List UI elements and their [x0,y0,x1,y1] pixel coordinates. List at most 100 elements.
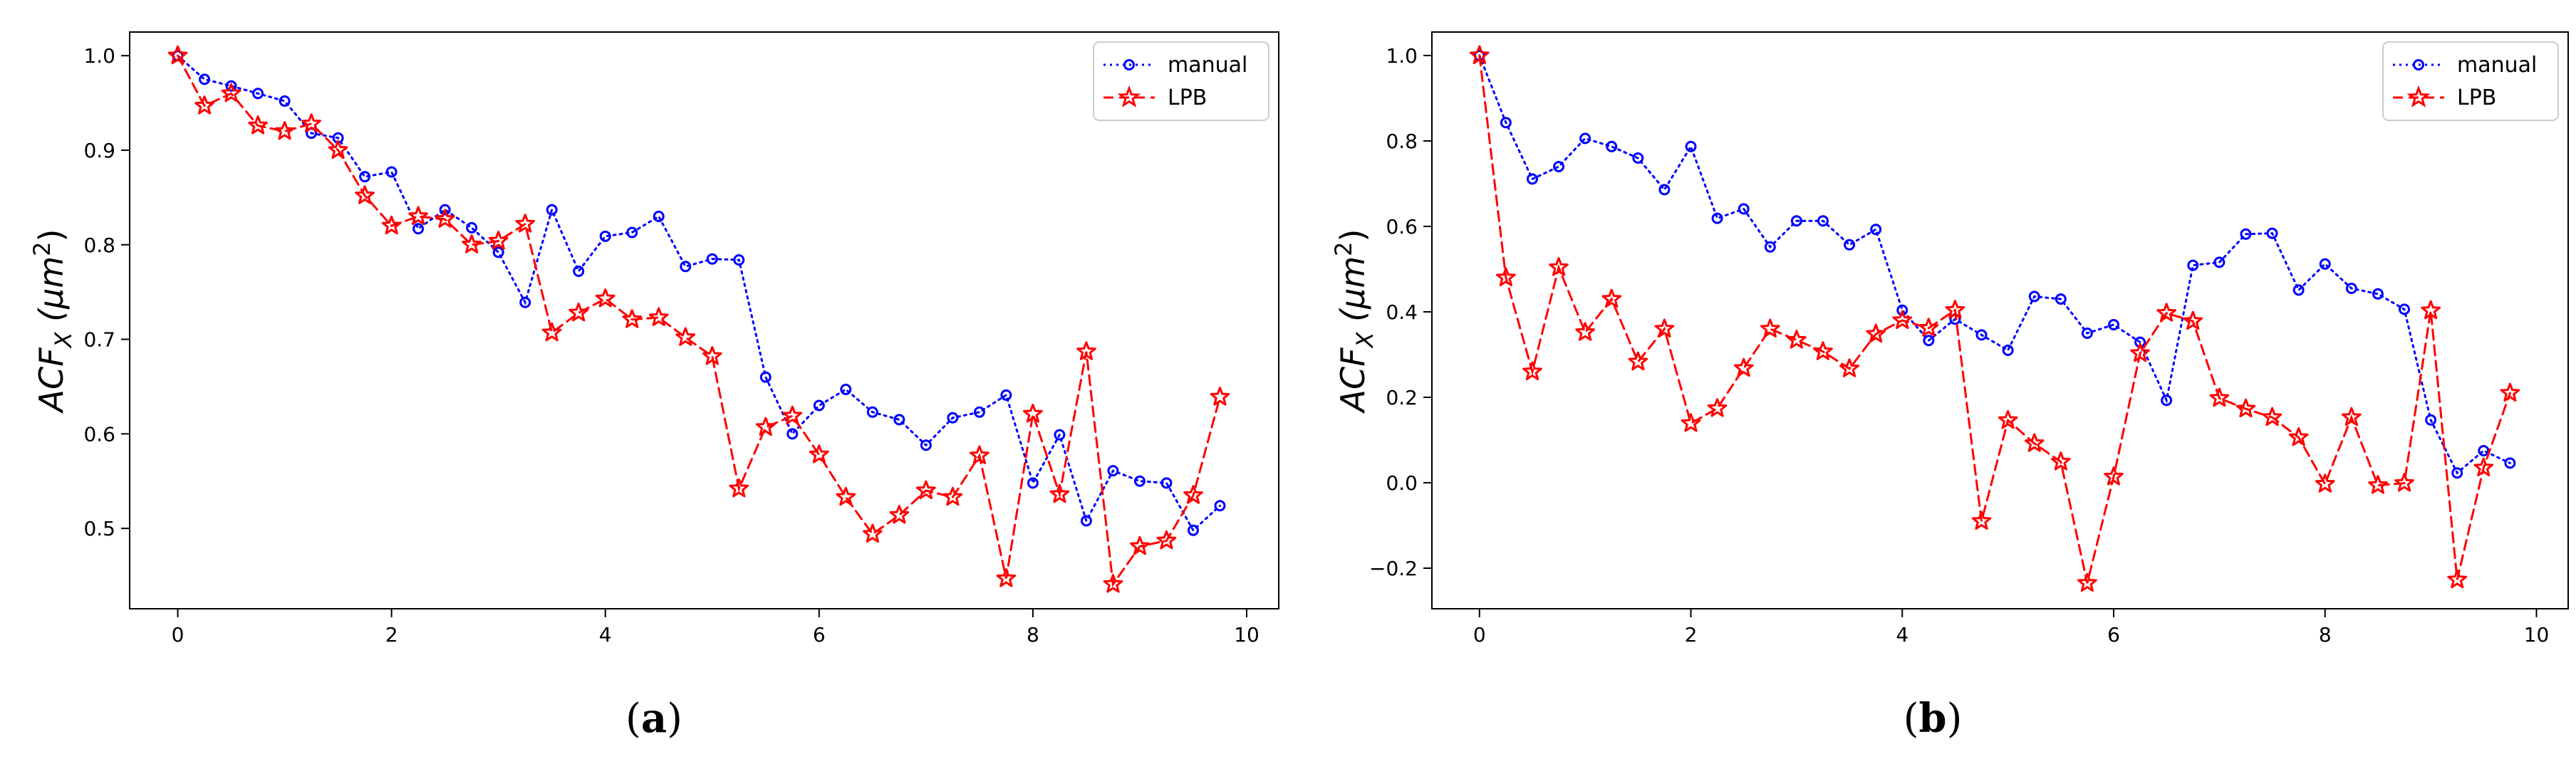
data-point-lpb [1469,45,1490,64]
y-tick-label: 0.6 [1386,215,1418,239]
data-point-lpb [2447,569,2468,589]
data-point-lpb [1787,330,1807,349]
data-point-lpb [2288,426,2309,446]
data-point-manual [1764,241,1776,253]
data-point-manual [840,383,852,395]
data-point-lpb [1628,351,1648,371]
data-point-lpb [2104,466,2124,486]
data-point-lpb [1103,574,1123,593]
y-tick-label: 0.6 [83,422,115,446]
data-point-manual [2345,283,2357,294]
data-point-lpb [408,206,428,225]
panel-label: (b) [1904,695,1963,742]
data-point-lpb [782,405,803,425]
data-point-manual [1579,132,1591,145]
x-tick-label: 2 [385,623,398,647]
x-tick-label: 4 [599,623,612,647]
data-point-manual [2028,290,2040,303]
series-line-lpb [1478,54,2511,584]
data-point-lpb [996,568,1017,587]
data-point-manual [786,428,799,440]
data-point-lpb [1496,267,1516,286]
legend-marker-lpb [1117,85,1141,108]
data-point-lpb [1522,361,1542,380]
data-point-lpb [221,83,242,103]
data-point-lpb [1998,409,2018,429]
data-point-manual [1027,477,1039,489]
data-point-manual [706,253,718,265]
x-tick-label: 4 [1896,623,1908,647]
data-point-manual [1107,465,1119,477]
y-tick-label: 0.8 [83,234,115,257]
series-lpb [167,45,1230,593]
legend-marker-manual [2413,59,2424,70]
x-tick-label: 0 [1473,623,1486,647]
data-point-manual [1214,500,1226,512]
data-point-manual [1923,335,1935,347]
data-point-lpb [2473,457,2494,476]
data-point-lpb [1654,318,1675,337]
data-point-lpb [301,113,321,132]
data-point-lpb [2500,382,2520,402]
data-point-lpb [622,309,643,328]
data-point-lpb [863,523,883,543]
data-point-lpb [2421,300,2441,320]
data-point-manual [2213,256,2226,268]
data-point-manual [626,226,638,239]
y-tick-label: 0.7 [83,328,115,352]
legend-box [2382,41,2559,121]
data-point-lpb [809,444,829,464]
data-point-lpb [889,505,910,524]
data-point-manual [813,399,825,412]
data-point-lpb [942,486,963,506]
data-point-manual [2240,228,2252,240]
data-point-lpb [488,231,509,250]
data-point-lpb [2024,433,2045,452]
data-point-lpb [1575,322,1595,341]
x-tick-label: 10 [1234,623,1260,647]
data-point-manual [492,246,504,258]
data-point-manual [225,80,237,92]
data-point-lpb [2077,572,2097,592]
data-point-manual [920,439,932,451]
y-tick-label: 0.0 [1386,471,1418,495]
data-point-manual [2081,328,2093,339]
series-manual [1473,50,2516,479]
legend: manual LPB [1093,41,1269,121]
data-point-manual [1790,215,1802,227]
data-point-manual [653,210,665,222]
series-line-manual [177,54,1221,533]
data-point-manual [1187,524,1199,536]
series-line-manual [1478,54,2511,475]
data-point-lpb [1023,404,1043,423]
data-point-lpb [1156,530,1177,550]
data-point-lpb [2394,473,2414,492]
data-point-manual [1658,184,1671,196]
data-point-lpb [1760,318,1780,337]
legend-marker-lpb [2406,85,2431,108]
data-point-manual [1738,203,1750,215]
legend: manual LPB [2382,41,2559,121]
data-point-lpb [194,95,214,115]
legend-box [1093,41,1269,121]
series-lpb [1469,45,2520,592]
data-point-manual [1975,329,1988,341]
data-point-lpb [541,322,562,342]
data-point-manual [2319,258,2331,270]
data-point-manual [1685,140,1697,152]
data-point-manual [2451,467,2463,479]
panel-label: (a) [625,695,682,742]
data-point-manual [973,406,985,418]
data-point-manual [1000,389,1012,401]
data-point-lpb [2235,398,2256,418]
data-point-manual [1606,140,1618,152]
data-point-manual [2425,414,2437,426]
y-tick-label: 0.9 [83,139,115,162]
data-point-lpb [1733,357,1754,377]
data-point-lpb [328,140,348,159]
data-point-manual [1817,215,1829,227]
y-axis-label: ACFX (μm2) [28,229,77,414]
data-point-lpb [2342,407,2362,426]
data-point-manual [252,88,264,100]
y-tick-label: −0.2 [1369,557,1418,580]
